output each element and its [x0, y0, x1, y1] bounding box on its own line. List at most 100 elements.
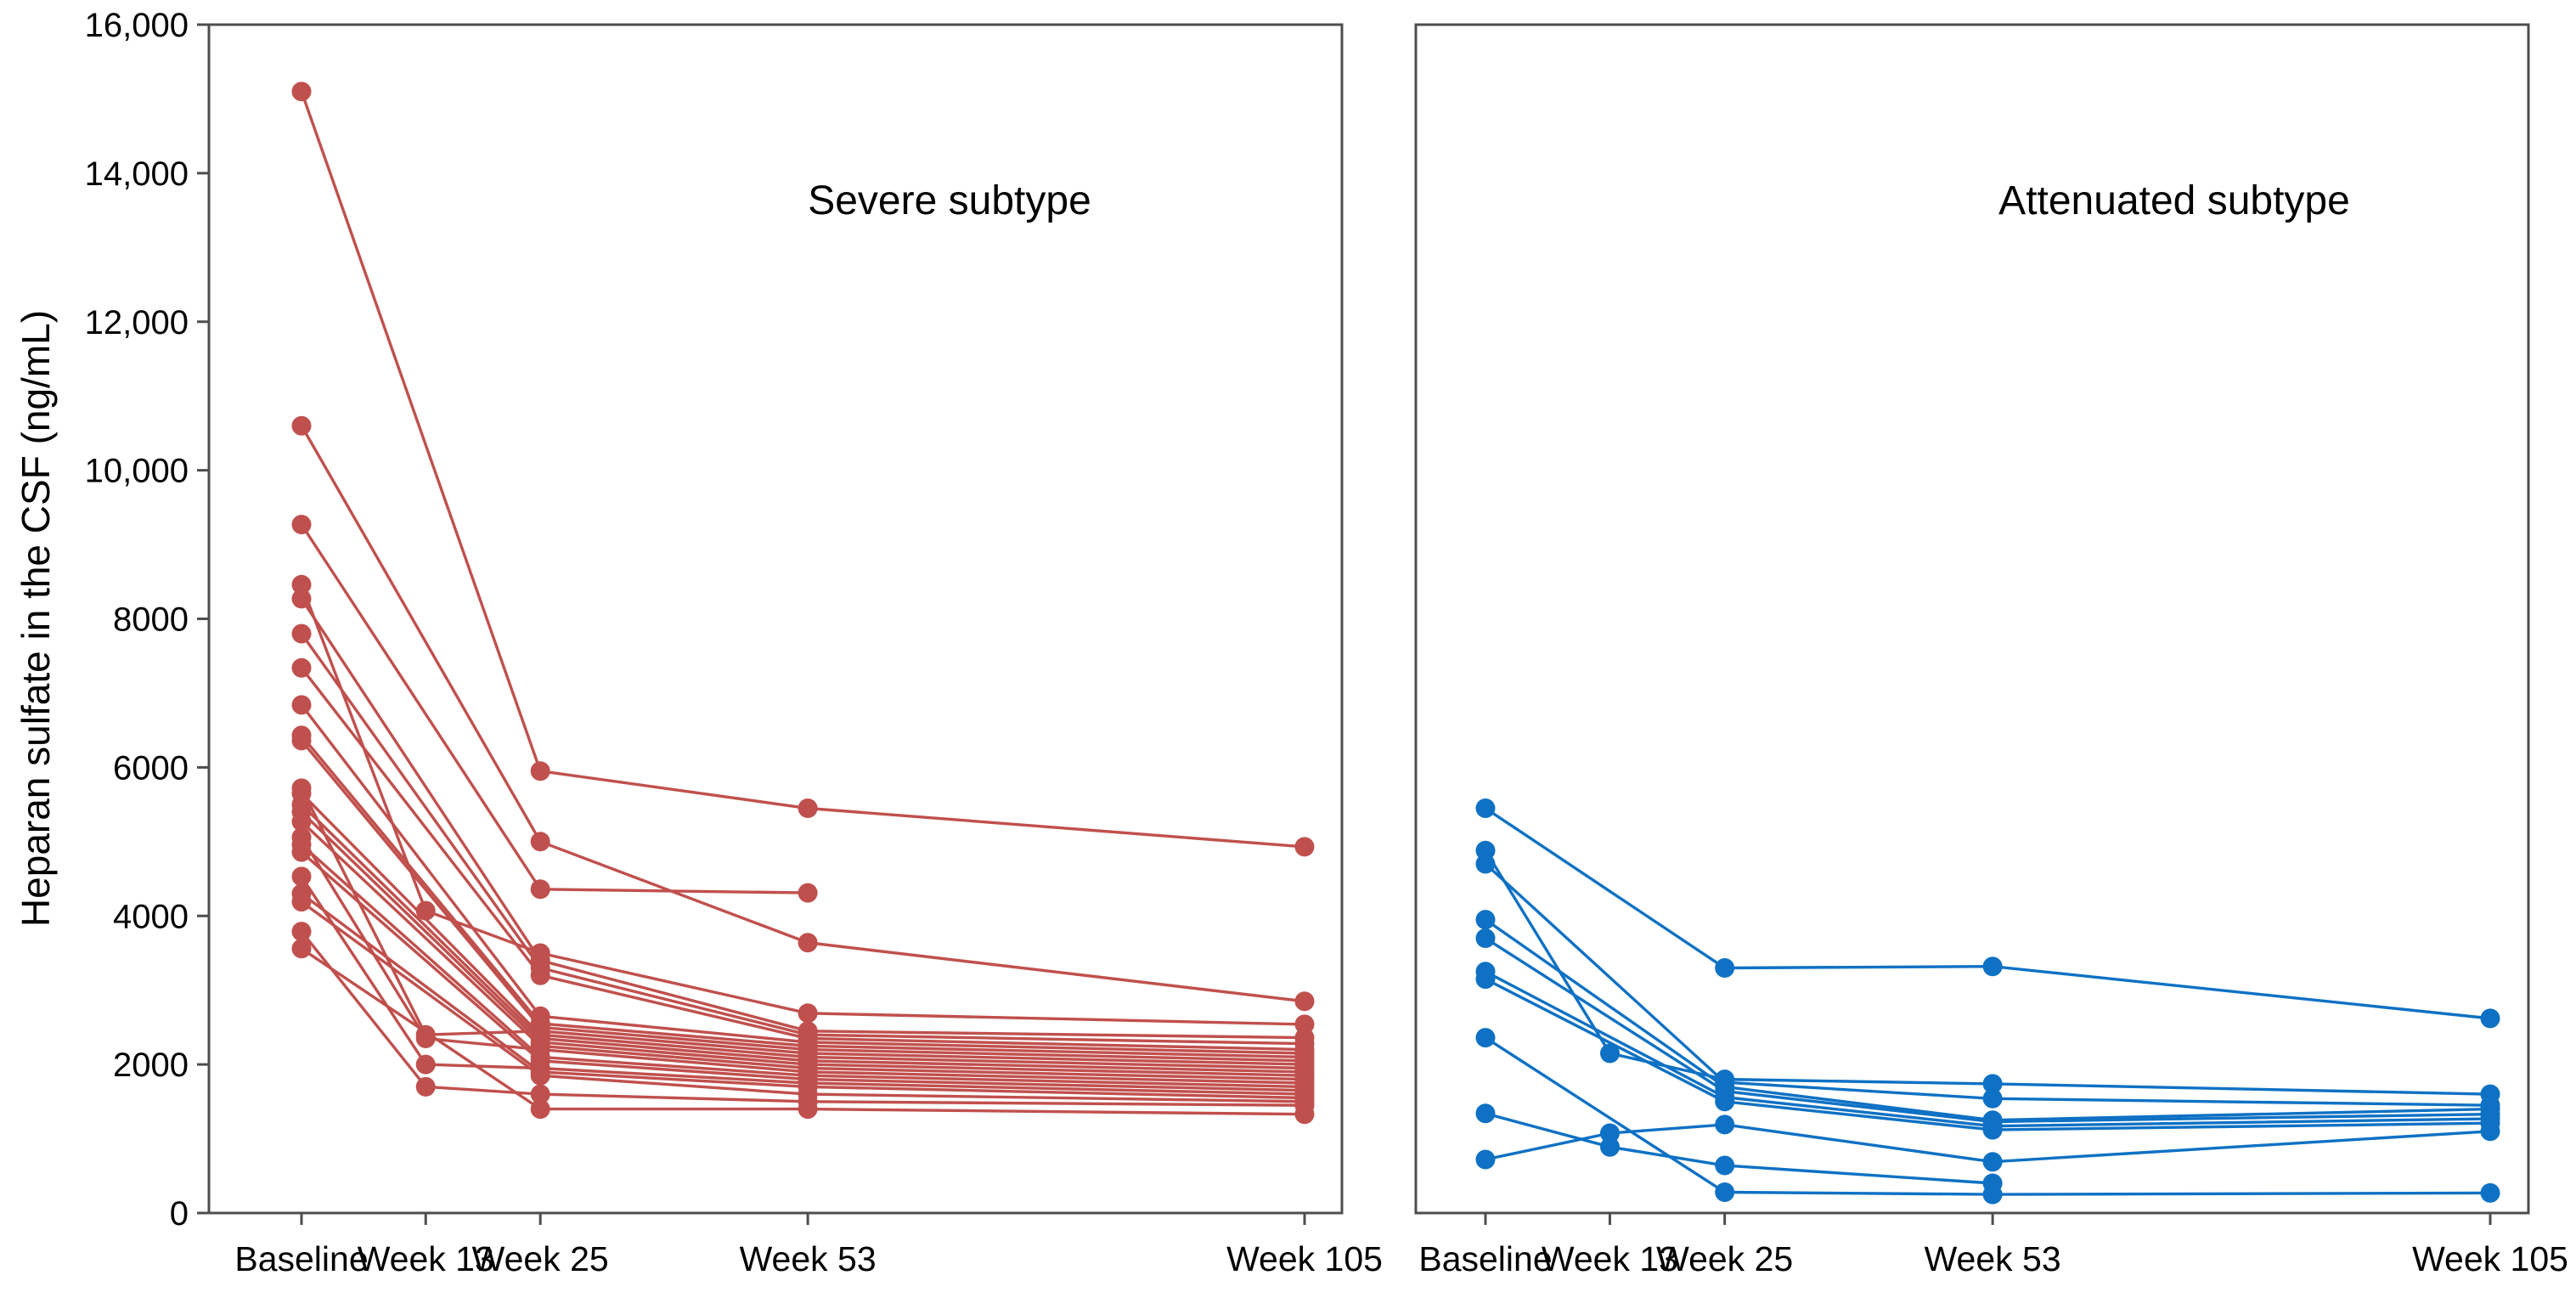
- severe-line-23-point: [530, 1099, 550, 1120]
- severe-line-8-path: [300, 703, 1305, 1055]
- severe-line-22-point: [415, 1076, 436, 1097]
- severe-line-4-point: [291, 574, 312, 595]
- attenuated-line-4-point: [1475, 910, 1496, 930]
- attenuated-line-7-point: [1715, 1092, 1735, 1112]
- attenuated-line-7-point: [1475, 969, 1496, 990]
- severe-line-7-path: [300, 667, 1305, 1052]
- attenuated-line-3-path: [1484, 862, 2491, 1107]
- attenuated-line-2-point: [1982, 1074, 2003, 1094]
- x-tick-label: Week 105: [2412, 1239, 2568, 1278]
- severe-line-6-point: [291, 623, 312, 644]
- x-tick-label: Week 53: [1925, 1239, 2061, 1278]
- severe-line-20-path: [300, 892, 1305, 1100]
- y-tick-label: 14,000: [85, 155, 189, 193]
- severe-line-1-path: [300, 91, 1305, 849]
- severe-line-3-path: [300, 523, 809, 894]
- attenuated-line-8-path: [1485, 1036, 2491, 1196]
- y-tick-label: 12,000: [85, 304, 189, 341]
- y-tick-label: 16,000: [85, 7, 189, 44]
- severe-line-1-point: [798, 798, 818, 818]
- severe-line-2-point: [798, 933, 818, 953]
- severe-line-15-path: [300, 820, 1305, 1081]
- x-tick-label: Week 105: [1226, 1239, 1383, 1278]
- attenuated-line-7-point: [1982, 1120, 2003, 1140]
- severe-line-22-point: [291, 922, 312, 942]
- attenuated-line-4-path: [1485, 918, 2491, 1122]
- attenuated-line-8-point: [2480, 1182, 2500, 1203]
- attenuated-line-10-point: [1982, 1152, 2003, 1172]
- severe-line-22-point: [530, 1084, 550, 1104]
- attenuated-panel-frame: [1414, 23, 2530, 1215]
- severe-line-1-point: [530, 761, 550, 781]
- severe-line-1-point: [291, 82, 312, 102]
- attenuated-line-3-point: [1982, 1088, 2003, 1109]
- x-tick-label: Week 25: [1656, 1239, 1793, 1278]
- attenuated-line-3-point: [1475, 854, 1496, 874]
- attenuated-line-8-point: [1715, 1182, 1735, 1202]
- severe-line-13-path: [300, 803, 1305, 1074]
- attenuated-line-9-path: [1485, 1112, 1993, 1185]
- severe-line-15-point: [291, 811, 312, 832]
- attenuated-line-8-point: [1475, 1028, 1496, 1048]
- severe-panel-title: Severe subtype: [808, 178, 1091, 223]
- attenuated-line-9-point: [1982, 1173, 2003, 1193]
- y-tick-label: 0: [170, 1195, 189, 1233]
- attenuated-line-1-point: [1982, 956, 2003, 977]
- severe-line-21-point: [291, 892, 312, 912]
- attenuated-line-2-point: [1600, 1043, 1620, 1064]
- severe-line-19-point: [415, 1054, 436, 1075]
- attenuated-line-5-point: [1475, 928, 1496, 948]
- y-tick-label: 8000: [113, 601, 189, 639]
- severe-line-2-point: [530, 832, 550, 852]
- attenuated-line-9-point: [1600, 1137, 1620, 1157]
- attenuated-line-1-path: [1485, 807, 2491, 1020]
- attenuated-panel-title: Attenuated subtype: [1998, 178, 2350, 223]
- severe-line-23-point: [291, 939, 312, 959]
- severe-line-2-point: [291, 415, 312, 436]
- x-tick-label: Week 25: [472, 1239, 609, 1278]
- severe-line-5-path: [300, 597, 1305, 1040]
- attenuated-line-1-point: [2480, 1008, 2500, 1029]
- y-tick-label: 6000: [113, 749, 189, 787]
- x-tick-label: Week 13: [1542, 1239, 1678, 1278]
- attenuated-line-1-point: [1475, 798, 1496, 818]
- severe-panel: Severe subtype 0 2000 4000 6000 8000 10,000 12…: [85, 7, 1383, 1278]
- attenuated-line-9-point: [1475, 1103, 1496, 1124]
- severe-line-10-path: [300, 739, 1305, 1063]
- attenuated-line-10-point: [1715, 1114, 1735, 1135]
- y-tick-label: 2000: [113, 1047, 189, 1084]
- severe-line-7-point: [291, 657, 312, 678]
- severe-line-18-point: [291, 842, 312, 862]
- attenuated-line-10-point: [1475, 1149, 1496, 1170]
- severe-line-4-point: [798, 1003, 818, 1024]
- attenuated-line-9-point: [1715, 1155, 1735, 1176]
- severe-line-12-path: [300, 792, 1305, 1070]
- attenuated-line-7-path: [1485, 978, 2491, 1131]
- attenuated-line-1-point: [1715, 958, 1735, 978]
- severe-line-17-path: [300, 844, 1305, 1089]
- severe-line-19-point: [291, 866, 312, 887]
- severe-line-23-point: [798, 1099, 818, 1120]
- severe-line-1-point: [1294, 837, 1315, 857]
- severe-line-23-path: [301, 947, 1305, 1116]
- severe-line-23-point: [1294, 1104, 1315, 1125]
- severe-line-3-point: [530, 879, 550, 900]
- y-tick-label: 10,000: [85, 453, 189, 490]
- severe-line-9-path: [300, 734, 1305, 1059]
- attenuated-line-10-point: [1600, 1123, 1620, 1143]
- severe-line-6-path: [300, 633, 1305, 1046]
- attenuated-line-5-path: [1485, 937, 2491, 1124]
- severe-line-18-path: [300, 850, 1305, 1092]
- severe-line-21-point: [530, 1065, 550, 1086]
- y-axis-title: Heparan sulfate in the CSF (ng/mL): [14, 310, 58, 927]
- severe-line-21-path: [300, 900, 1305, 1103]
- x-tick-label: Baseline: [1418, 1239, 1552, 1278]
- severe-line-7-point: [530, 965, 550, 985]
- y-tick-label: 4000: [113, 898, 189, 935]
- severe-line-3-point: [798, 883, 818, 903]
- x-tick-label: Week 13: [358, 1239, 494, 1278]
- x-tick-label: Baseline: [234, 1239, 368, 1278]
